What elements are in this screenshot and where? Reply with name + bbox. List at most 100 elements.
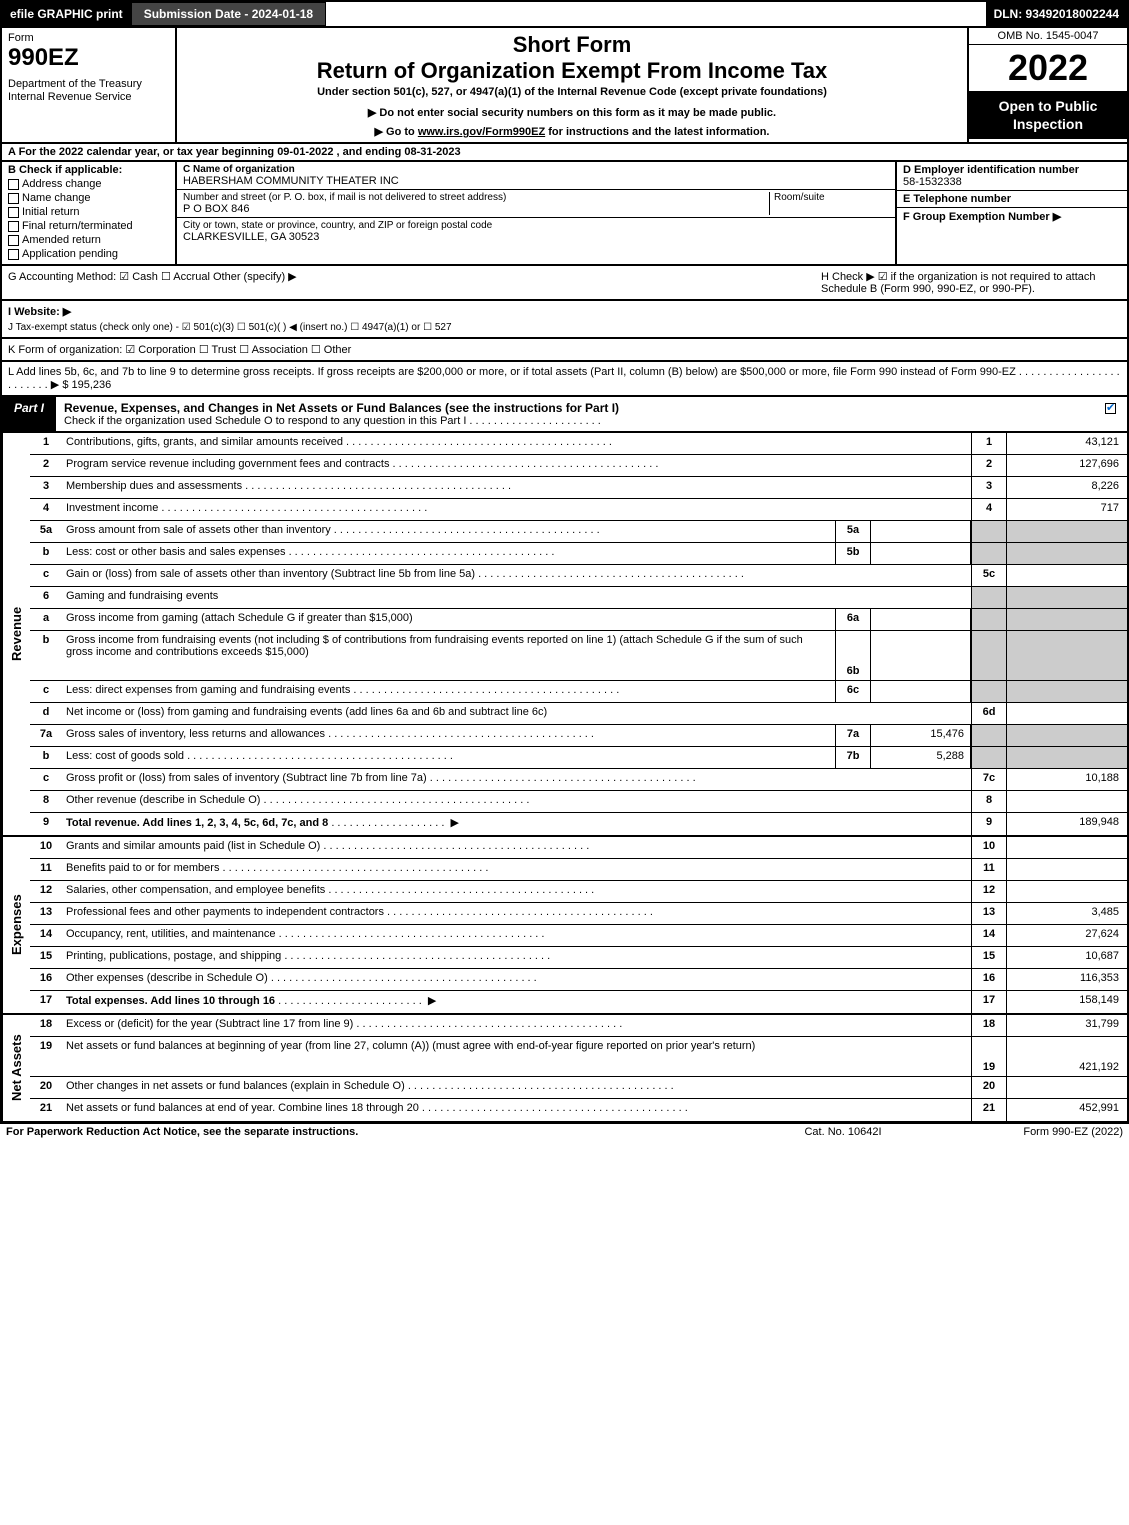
open-public-badge: Open to Public Inspection [969,91,1127,139]
ln7b-rval-grey [1007,747,1127,768]
ln8-desc: Other revenue (describe in Schedule O) [62,791,971,812]
chk-address-change-label: Address change [22,178,102,190]
c-name-row: C Name of organization HABERSHAM COMMUNI… [177,162,895,190]
ln15-rnum: 15 [971,947,1007,968]
ln7a-rnum-grey [971,725,1007,746]
dln-label: DLN: 93492018002244 [986,2,1127,26]
ln5b-mnum: 5b [835,543,871,564]
ln13-num: 13 [30,903,62,924]
ln15-num: 15 [30,947,62,968]
ln5c-rval [1007,565,1127,586]
line-2: 2 Program service revenue including gove… [30,455,1127,477]
f-group-row: F Group Exemption Number ▶ [897,208,1127,264]
ln6c-num: c [30,681,62,702]
ln5c-desc: Gain or (loss) from sale of assets other… [62,565,971,586]
ln9-desc: Total revenue. Add lines 1, 2, 3, 4, 5c,… [62,813,971,835]
e-phone-label: E Telephone number [903,193,1011,205]
ln18-rnum: 18 [971,1015,1007,1036]
col-c: C Name of organization HABERSHAM COMMUNI… [177,162,897,264]
l-text: L Add lines 5b, 6c, and 7b to line 9 to … [8,366,1016,378]
f-group-label: F Group Exemption Number ▶ [903,211,1061,223]
ln9-desc-text: Total revenue. Add lines 1, 2, 3, 4, 5c,… [66,817,328,829]
ln9-rval: 189,948 [1007,813,1127,835]
ln2-rval: 127,696 [1007,455,1127,476]
submission-date: Submission Date - 2024-01-18 [131,2,326,26]
chk-final-return-label: Final return/terminated [22,220,133,232]
ln20-rnum: 20 [971,1077,1007,1098]
line-5a: 5a Gross amount from sale of assets othe… [30,521,1127,543]
e-phone-row: E Telephone number [897,191,1127,208]
part1-label: Part I [2,397,56,431]
ln5a-num: 5a [30,521,62,542]
room-suite: Room/suite [769,192,889,215]
revenue-side-label: Revenue [2,433,30,835]
ln11-desc: Benefits paid to or for members [62,859,971,880]
ln14-rnum: 14 [971,925,1007,946]
part1-header: Part I Revenue, Expenses, and Changes in… [0,397,1129,433]
c-name-label: C Name of organization [183,164,295,175]
line-9: 9 Total revenue. Add lines 1, 2, 3, 4, 5… [30,813,1127,835]
ln21-num: 21 [30,1099,62,1121]
ln21-rnum: 21 [971,1099,1007,1121]
ln7a-desc: Gross sales of inventory, less returns a… [62,725,835,746]
ln12-rnum: 12 [971,881,1007,902]
ln5a-mnum: 5a [835,521,871,542]
ln17-rval: 158,149 [1007,991,1127,1013]
revenue-table: Revenue 1 Contributions, gifts, grants, … [0,433,1129,837]
revenue-lines: 1 Contributions, gifts, grants, and simi… [30,433,1127,835]
ln16-rval: 116,353 [1007,969,1127,990]
expenses-table: Expenses 10 Grants and similar amounts p… [0,837,1129,1015]
ln5b-num: b [30,543,62,564]
part1-check [1097,397,1127,431]
ln13-rnum: 13 [971,903,1007,924]
line-7c: c Gross profit or (loss) from sales of i… [30,769,1127,791]
line-17: 17 Total expenses. Add lines 10 through … [30,991,1127,1013]
irs-link[interactable]: www.irs.gov/Form990EZ [418,126,545,138]
ln10-rnum: 10 [971,837,1007,858]
line-1: 1 Contributions, gifts, grants, and simi… [30,433,1127,455]
ln5a-rval-grey [1007,521,1127,542]
ln19-desc: Net assets or fund balances at beginning… [62,1037,971,1076]
ln7a-num: 7a [30,725,62,746]
ln19-rnum: 19 [971,1037,1007,1076]
ln4-rnum: 4 [971,499,1007,520]
line-6: 6 Gaming and fundraising events [30,587,1127,609]
ln6-rnum-grey [971,587,1007,608]
row-ij: I Website: ▶ J Tax-exempt status (check … [0,301,1129,339]
ln6-rval-grey [1007,587,1127,608]
ln7a-mnum: 7a [835,725,871,746]
ln5c-num: c [30,565,62,586]
ln7b-desc: Less: cost of goods sold [62,747,835,768]
ln6b-rnum-grey [971,631,1007,680]
ln7b-rnum-grey [971,747,1007,768]
line-14: 14 Occupancy, rent, utilities, and maint… [30,925,1127,947]
ln1-desc: Contributions, gifts, grants, and simila… [62,433,971,454]
ln17-rnum: 17 [971,991,1007,1013]
c-street-row: Number and street (or P. O. box, if mail… [177,190,895,218]
ln14-desc: Occupancy, rent, utilities, and maintena… [62,925,971,946]
ln5a-mval [871,521,971,542]
ln20-num: 20 [30,1077,62,1098]
col-b-title: B Check if applicable: [8,164,169,176]
ln4-num: 4 [30,499,62,520]
col-def: D Employer identification number 58-1532… [897,162,1127,264]
return-title: Return of Organization Exempt From Incom… [185,58,959,84]
line-19: 19 Net assets or fund balances at beginn… [30,1037,1127,1077]
chk-address-change: Address change [8,178,169,190]
line-16: 16 Other expenses (describe in Schedule … [30,969,1127,991]
d-ein-label: D Employer identification number [903,164,1079,176]
line-7a: 7a Gross sales of inventory, less return… [30,725,1127,747]
ln7a-rval-grey [1007,725,1127,746]
expenses-lines: 10 Grants and similar amounts paid (list… [30,837,1127,1013]
section-bcdef: B Check if applicable: Address change Na… [0,162,1129,266]
ln11-rnum: 11 [971,859,1007,880]
line-5b: b Less: cost or other basis and sales ex… [30,543,1127,565]
ln8-num: 8 [30,791,62,812]
ln12-rval [1007,881,1127,902]
ln5c-rnum: 5c [971,565,1007,586]
efile-label: efile GRAPHIC print [2,2,131,26]
ln11-rval [1007,859,1127,880]
d-ein-row: D Employer identification number 58-1532… [897,162,1127,191]
ln8-rnum: 8 [971,791,1007,812]
chk-amended-return-label: Amended return [22,234,101,246]
